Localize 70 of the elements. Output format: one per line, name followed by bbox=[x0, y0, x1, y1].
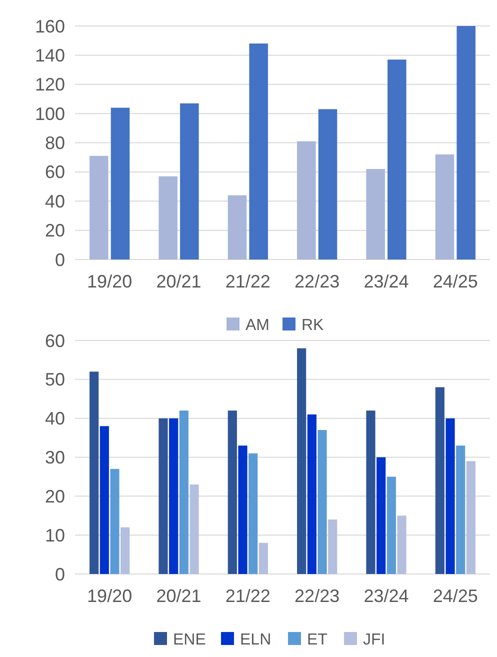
bar bbox=[366, 169, 385, 260]
bar bbox=[120, 527, 130, 574]
y-tick-label: 160 bbox=[34, 16, 65, 36]
bar bbox=[180, 103, 199, 260]
bar bbox=[456, 26, 476, 260]
y-tick-label: 140 bbox=[34, 45, 65, 66]
bar bbox=[376, 457, 386, 574]
bar bbox=[228, 410, 237, 574]
y-tick-label: 30 bbox=[44, 448, 65, 468]
legend-label: JFI bbox=[363, 632, 386, 649]
y-tick-label: 40 bbox=[44, 408, 65, 429]
bar bbox=[388, 60, 406, 260]
bar bbox=[397, 516, 406, 574]
y-tick-label: 100 bbox=[34, 104, 65, 124]
y-tick-label: 120 bbox=[34, 74, 65, 95]
bar bbox=[366, 410, 376, 574]
y-tick-label: 0 bbox=[54, 250, 65, 270]
x-tick-label: 22/23 bbox=[294, 586, 340, 606]
y-tick-label: 60 bbox=[44, 330, 65, 351]
bar bbox=[318, 109, 338, 260]
x-tick-label: 23/24 bbox=[364, 586, 409, 606]
y-tick-label: 50 bbox=[44, 370, 65, 390]
bar bbox=[297, 348, 306, 574]
x-tick-label: 22/23 bbox=[294, 272, 340, 292]
x-tick-label: 24/25 bbox=[432, 272, 478, 292]
bar bbox=[238, 446, 248, 574]
bar bbox=[190, 484, 199, 574]
y-tick-label: 80 bbox=[44, 133, 65, 154]
bar bbox=[328, 520, 338, 574]
bar bbox=[456, 446, 466, 574]
bar bbox=[446, 418, 455, 574]
bar bbox=[258, 542, 268, 574]
y-tick-label: 20 bbox=[44, 486, 65, 506]
y-tick-label: 60 bbox=[44, 162, 65, 182]
bar bbox=[435, 387, 444, 574]
bar bbox=[110, 108, 130, 260]
bar bbox=[158, 418, 168, 574]
bar bbox=[318, 430, 327, 574]
bar bbox=[466, 461, 476, 574]
bar bbox=[228, 195, 247, 260]
y-tick-label: 10 bbox=[44, 525, 65, 546]
x-tick-label: 19/20 bbox=[87, 586, 132, 606]
bar bbox=[90, 372, 99, 574]
x-tick-label: 21/22 bbox=[225, 586, 270, 606]
bar bbox=[248, 453, 258, 574]
bar bbox=[307, 414, 316, 574]
bar bbox=[158, 176, 178, 260]
x-tick-label: 21/22 bbox=[225, 272, 270, 292]
bar bbox=[386, 476, 396, 574]
x-tick-label: 20/21 bbox=[156, 586, 202, 606]
x-tick-label: 20/21 bbox=[156, 272, 202, 292]
y-tick-label: 40 bbox=[44, 191, 65, 212]
legend-label: AM bbox=[246, 317, 270, 334]
x-tick-label: 24/25 bbox=[432, 586, 478, 606]
y-tick-label: 20 bbox=[44, 220, 65, 241]
bar bbox=[100, 426, 109, 574]
bar bbox=[169, 418, 178, 574]
bar bbox=[297, 141, 316, 260]
bar bbox=[110, 468, 120, 574]
x-tick-label: 19/20 bbox=[87, 272, 132, 292]
y-tick-label: 0 bbox=[54, 564, 65, 584]
bar bbox=[249, 44, 268, 260]
legend-label: ET bbox=[307, 632, 328, 649]
legend-label: ENE bbox=[173, 632, 206, 649]
x-tick-label: 23/24 bbox=[364, 272, 409, 292]
bar bbox=[179, 410, 188, 574]
bar bbox=[435, 154, 454, 260]
legend-label: ELN bbox=[240, 632, 272, 649]
bar bbox=[90, 156, 108, 260]
legend-label: RK bbox=[302, 317, 324, 334]
